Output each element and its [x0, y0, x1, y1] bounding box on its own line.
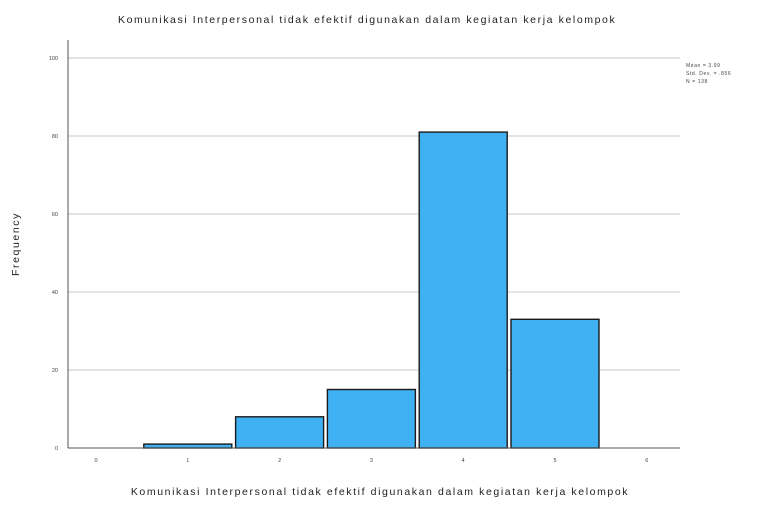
bars: [143, 131, 600, 449]
x-tick-label-5: 5: [553, 458, 556, 464]
chart-title: Komunikasi Interpersonal tidak efektif d…: [118, 14, 617, 26]
y-axis-label: Frequency: [10, 211, 22, 277]
y-tick-label-60: 60: [52, 212, 58, 218]
bar-3: [326, 388, 417, 449]
y-tick-label-40: 40: [52, 290, 58, 296]
y-tick-label-80: 80: [52, 134, 58, 140]
x-tick-label-3: 3: [370, 458, 373, 464]
bar-2: [234, 416, 325, 449]
y-tick-label-20: 20: [52, 368, 58, 374]
bar-4: [418, 131, 508, 449]
x-tick-label-6: 6: [645, 458, 648, 464]
y-tick-labels: 0 20 40 60 80 100: [49, 56, 58, 452]
y-tick-label-0: 0: [55, 446, 58, 452]
bar-1: [143, 443, 233, 449]
x-tick-label-2: 2: [278, 458, 281, 464]
stats-std-dev: Std. Dev. = .856: [686, 71, 732, 77]
x-tick-label-0: 0: [94, 458, 97, 464]
x-tick-label-1: 1: [186, 458, 189, 464]
x-axis-label: Komunikasi Interpersonal tidak efektif d…: [130, 486, 630, 498]
axes: [67, 40, 680, 449]
stats-n: N = 138: [686, 79, 708, 85]
stats-mean: Mean = 3.99: [686, 63, 721, 69]
bar-5: [510, 318, 600, 449]
x-tick-labels: 0 1 2 3 4 5 6: [94, 458, 648, 464]
stats-box: Mean = 3.99 Std. Dev. = .856 N = 138: [686, 62, 731, 86]
y-tick-label-100: 100: [49, 56, 58, 62]
x-tick-label-4: 4: [462, 458, 465, 464]
